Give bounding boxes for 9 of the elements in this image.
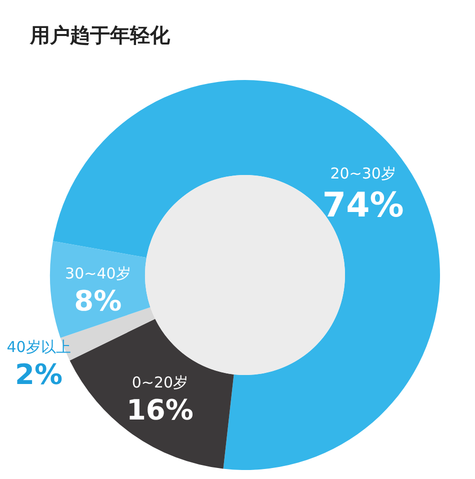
title: 用户趋于年轻化 [30, 23, 170, 47]
slice-label: 20~30岁 [330, 164, 396, 183]
data-label: 2% [15, 358, 63, 391]
slice-label: 0~20岁 [132, 374, 188, 392]
data-label: 16% [126, 394, 194, 427]
slice-label: 30~40岁 [65, 264, 131, 282]
data-label: 74% [322, 186, 404, 226]
slice-label: 40岁以上 [6, 338, 71, 356]
data-label: 8% [74, 284, 122, 318]
